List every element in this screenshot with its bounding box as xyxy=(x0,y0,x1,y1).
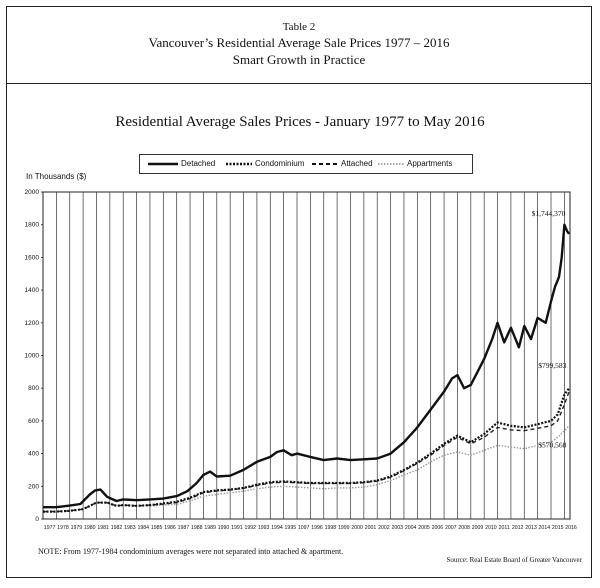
table-header: Table 2 Vancouver’s Residential Average … xyxy=(7,7,591,84)
x-tick-label: 1999 xyxy=(338,525,350,531)
chart-title: Residential Average Sales Prices - Janua… xyxy=(115,114,485,130)
legend-swatch-detached xyxy=(148,162,178,165)
x-tick-label: 2002 xyxy=(378,525,390,531)
x-tick-label: 2011 xyxy=(499,525,510,531)
x-tick-label: 1982 xyxy=(111,525,123,531)
series-line-appartments xyxy=(149,425,570,507)
x-tick-label: 1978 xyxy=(57,525,69,531)
x-tick-label: 1995 xyxy=(285,525,297,531)
legend-swatch-appartments xyxy=(378,162,404,165)
legend-label-condominium: Condominium xyxy=(255,159,305,168)
y-tick-label: 1800 xyxy=(25,222,40,229)
x-tick-label: 1994 xyxy=(271,525,283,531)
legend-item-appartments: Appartments xyxy=(378,159,452,168)
y-tick-label: 0 xyxy=(35,516,39,523)
x-tick-label: 1988 xyxy=(191,525,203,531)
source-credit: Source: Real Estate Board of Greater Van… xyxy=(446,556,582,564)
x-tick-label: 2016 xyxy=(565,525,577,531)
x-tick-label: 2013 xyxy=(525,525,537,531)
x-tick-label: 2012 xyxy=(512,525,524,531)
x-tick-label: 2015 xyxy=(552,525,564,531)
y-tick-label: 1400 xyxy=(25,287,40,294)
x-tick-label: 2009 xyxy=(472,525,484,531)
y-axis-label: In Thousands ($) xyxy=(26,172,87,181)
x-tick-label: 2000 xyxy=(351,525,363,531)
x-tick-label: 1980 xyxy=(84,525,96,531)
x-tick-label: 2007 xyxy=(445,525,457,531)
y-tick-label: 2000 xyxy=(25,189,40,196)
x-tick-label: 1989 xyxy=(204,525,216,531)
plot-area xyxy=(42,191,571,520)
x-tick-label: 1993 xyxy=(258,525,270,531)
legend-label-attached: Attached xyxy=(341,159,373,168)
x-tick-label: 1990 xyxy=(218,525,230,531)
table-title: Vancouver’s Residential Average Sale Pri… xyxy=(148,35,450,50)
x-tick-label: 1097 xyxy=(298,525,310,531)
y-tick-label: 1600 xyxy=(25,254,40,261)
x-tick-label: 1992 xyxy=(244,525,256,531)
x-tick-label: 1998 xyxy=(325,525,337,531)
x-tick-label: 1984 xyxy=(137,525,149,531)
x-tick-label: 1983 xyxy=(124,525,136,531)
x-tick-label: 1977 xyxy=(44,525,56,531)
legend-label-appartments: Appartments xyxy=(407,159,453,168)
x-tick-label: 1996 xyxy=(311,525,323,531)
x-tick-label: 2010 xyxy=(485,525,497,531)
x-tick-label: 2006 xyxy=(432,525,444,531)
legend-swatch-condominium xyxy=(226,162,252,165)
legend-item-condominium: Condominium xyxy=(226,159,304,168)
x-tick-label: 1987 xyxy=(178,525,190,531)
x-tick-label: 1985 xyxy=(151,525,163,531)
x-tick-label: 1986 xyxy=(164,525,176,531)
x-tick-label: 2001 xyxy=(365,525,377,531)
footnote: NOTE: From 1977-1984 condominium average… xyxy=(38,547,344,556)
chart-legend: Detached Condominium Attached Appartment… xyxy=(139,154,473,174)
legend-item-attached: Attached xyxy=(312,159,373,168)
series-line-attached xyxy=(43,391,570,513)
x-tick-label: 2008 xyxy=(458,525,470,531)
table-subtitle: Smart Growth in Practice xyxy=(232,52,366,67)
legend-label-detached: Detached xyxy=(181,159,216,168)
data-annotation: $1,744,370 xyxy=(532,209,566,218)
y-tick-label: 800 xyxy=(28,385,39,392)
y-tick-label: 1000 xyxy=(25,353,40,360)
x-tick-label: 2003 xyxy=(392,525,404,531)
x-tick-label: 2014 xyxy=(539,525,551,531)
figure-frame: Table 2 Vancouver’s Residential Average … xyxy=(6,6,592,578)
x-tick-label: 1981 xyxy=(97,525,109,531)
x-tick-label: 1991 xyxy=(231,525,243,531)
y-tick-label: 600 xyxy=(28,418,39,425)
data-annotation: $799,583 xyxy=(538,361,566,370)
y-tick-label: 1200 xyxy=(25,320,40,327)
x-tick-label: 2004 xyxy=(405,525,417,531)
y-tick-label: 400 xyxy=(28,451,39,458)
x-tick-label: 2005 xyxy=(418,525,430,531)
series-line-detached xyxy=(43,223,571,509)
data-annotation: $570,568 xyxy=(538,441,566,450)
legend-swatch-attached xyxy=(312,162,338,165)
y-tick-label: 200 xyxy=(28,483,39,490)
legend-item-detached: Detached xyxy=(148,159,215,168)
x-tick-label: 1979 xyxy=(71,525,83,531)
series-line-condominium xyxy=(43,387,570,513)
table-label: Table 2 xyxy=(282,21,316,33)
